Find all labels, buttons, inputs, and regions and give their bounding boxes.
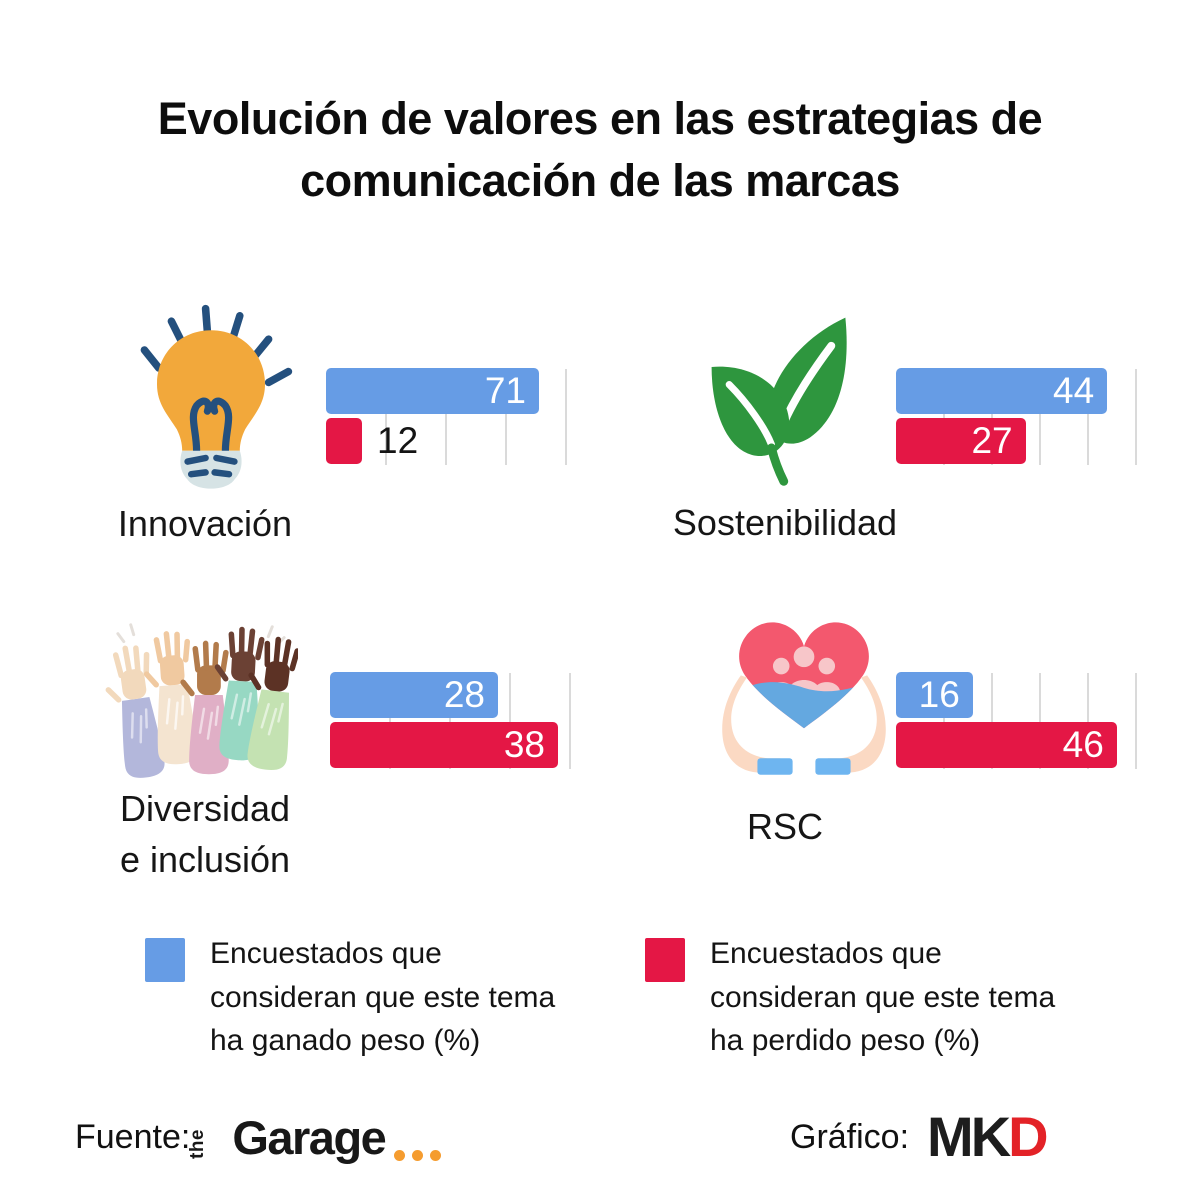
gridline (385, 369, 387, 465)
chart-credit: Gráfico: MKD (790, 1106, 1049, 1168)
bar-chart-sostenibilidad: 44 27 (896, 368, 1137, 465)
garage-dots-icon (394, 1150, 442, 1167)
the-garage-logo: the Garage (187, 1107, 442, 1167)
bar-value-label: 27 (971, 420, 1013, 461)
gridline (1087, 673, 1089, 769)
gridline (445, 369, 447, 465)
bar-value-label: 38 (503, 724, 545, 765)
gridline (505, 369, 507, 465)
bar-value-label: 71 (484, 370, 526, 411)
legend-item-lost: Encuestados que consideran que este tema h… (645, 932, 1065, 1063)
heart-in-hands-icon (716, 608, 892, 778)
gained-bar: 44 (896, 368, 1108, 414)
legend-swatch-gained (145, 938, 185, 982)
source-attribution: Fuente: the Garage (75, 1106, 442, 1168)
gridline (569, 673, 571, 769)
bar-chart-rsc: 16 46 (896, 672, 1137, 769)
gridline (1135, 369, 1137, 465)
gridline (1039, 673, 1041, 769)
lost-bar: 12 (326, 418, 418, 464)
leaves-icon (694, 306, 870, 486)
group-label-rsc: RSC (746, 806, 823, 847)
mkd-mk-text: MK (927, 1105, 1011, 1168)
legend-text-gained: Encuestados que consideran que este tema h… (210, 937, 556, 1057)
gridline (991, 673, 993, 769)
gridline (509, 673, 511, 769)
garage-word-text: Garage (232, 1111, 386, 1164)
legend-text-lost: Encuestados que consideran que este tema h… (710, 937, 1056, 1057)
gained-bar: 71 (326, 368, 539, 414)
group-label-innovacion: Innovación (117, 503, 293, 544)
gridline (1135, 673, 1137, 769)
source-label: Fuente: (75, 1117, 191, 1156)
lost-bar: 38 (330, 722, 558, 768)
bar-value-label: 28 (443, 674, 485, 715)
gridline (1087, 369, 1089, 465)
credit-label: Gráfico: (790, 1117, 910, 1156)
chart-title: Evolución de valores en las estrategias … (157, 93, 1043, 207)
bar-value-label: 16 (918, 674, 960, 715)
legend-item-gained: Encuestados que consideran que este tema h… (145, 932, 565, 1063)
mkd-d-text: D (1008, 1105, 1048, 1168)
gained-bar: 28 (330, 672, 498, 718)
bar-value-label: 12 (377, 420, 419, 461)
bar-chart-diversidad: 28 38 (330, 672, 571, 769)
lost-bar: 27 (896, 418, 1026, 464)
mkd-logo: MKD (927, 1109, 1049, 1165)
legend-swatch-lost (645, 938, 685, 982)
bar-value-label: 44 (1053, 370, 1095, 411)
garage-the-text: the (187, 1129, 209, 1159)
bar-chart-innovacion: 71 12 (326, 368, 567, 465)
raised-hands-icon (104, 612, 298, 784)
gridline (1039, 369, 1041, 465)
group-label-sostenibilidad: Sostenibilidad (672, 502, 898, 543)
gridline (991, 369, 993, 465)
gridline (943, 369, 945, 465)
gridline (449, 673, 451, 769)
lightbulb-icon (121, 294, 301, 496)
bar-value-label: 46 (1062, 724, 1104, 765)
gridline (943, 673, 945, 769)
gridline (565, 369, 567, 465)
lost-bar: 46 (896, 722, 1117, 768)
group-label-diversidad: Diversidad e inclusión (119, 788, 291, 881)
gridline (389, 673, 391, 769)
gained-bar: 16 (896, 672, 973, 718)
